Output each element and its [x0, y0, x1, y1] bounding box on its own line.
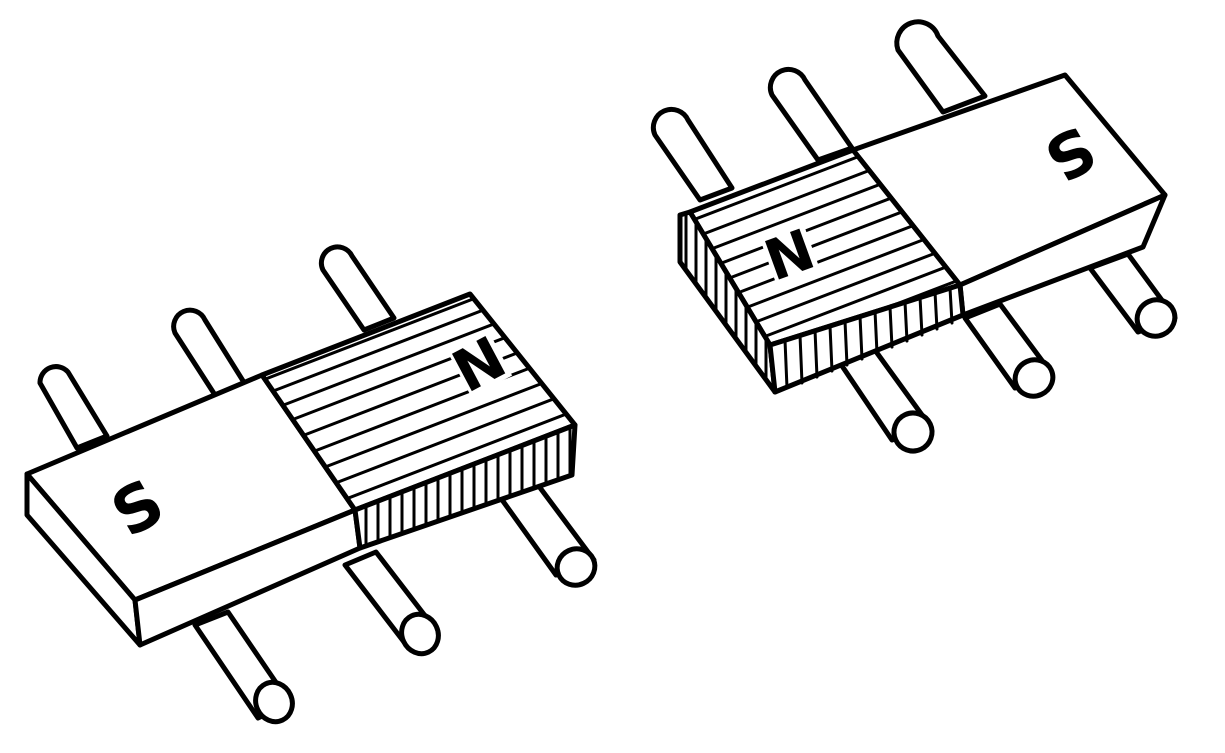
roller-left-3-front — [497, 482, 598, 588]
roller-right-1-front — [835, 343, 935, 454]
roller-left-1-front — [192, 609, 295, 725]
roller-right-2-back — [767, 66, 855, 163]
magnet-left: S — [24, 244, 598, 725]
roller-left-3-back — [318, 244, 397, 333]
roller-right-1-back — [650, 106, 735, 203]
roller-right-3-front — [1087, 251, 1178, 339]
roller-left-1-back — [37, 364, 110, 451]
north-pole-right: N — [677, 147, 966, 395]
north-front-face — [767, 282, 966, 395]
roller-left-2-back — [171, 307, 248, 398]
south-pole-right: S — [850, 72, 1168, 318]
north-front-hatching — [783, 286, 954, 390]
roller-right-2-front — [962, 301, 1056, 399]
magnet-right: S — [650, 19, 1178, 454]
roller-left-2-front — [342, 549, 441, 657]
south-pole-left: S — [24, 372, 363, 648]
north-front-face — [352, 422, 578, 551]
roller-right-3-back — [894, 19, 988, 115]
